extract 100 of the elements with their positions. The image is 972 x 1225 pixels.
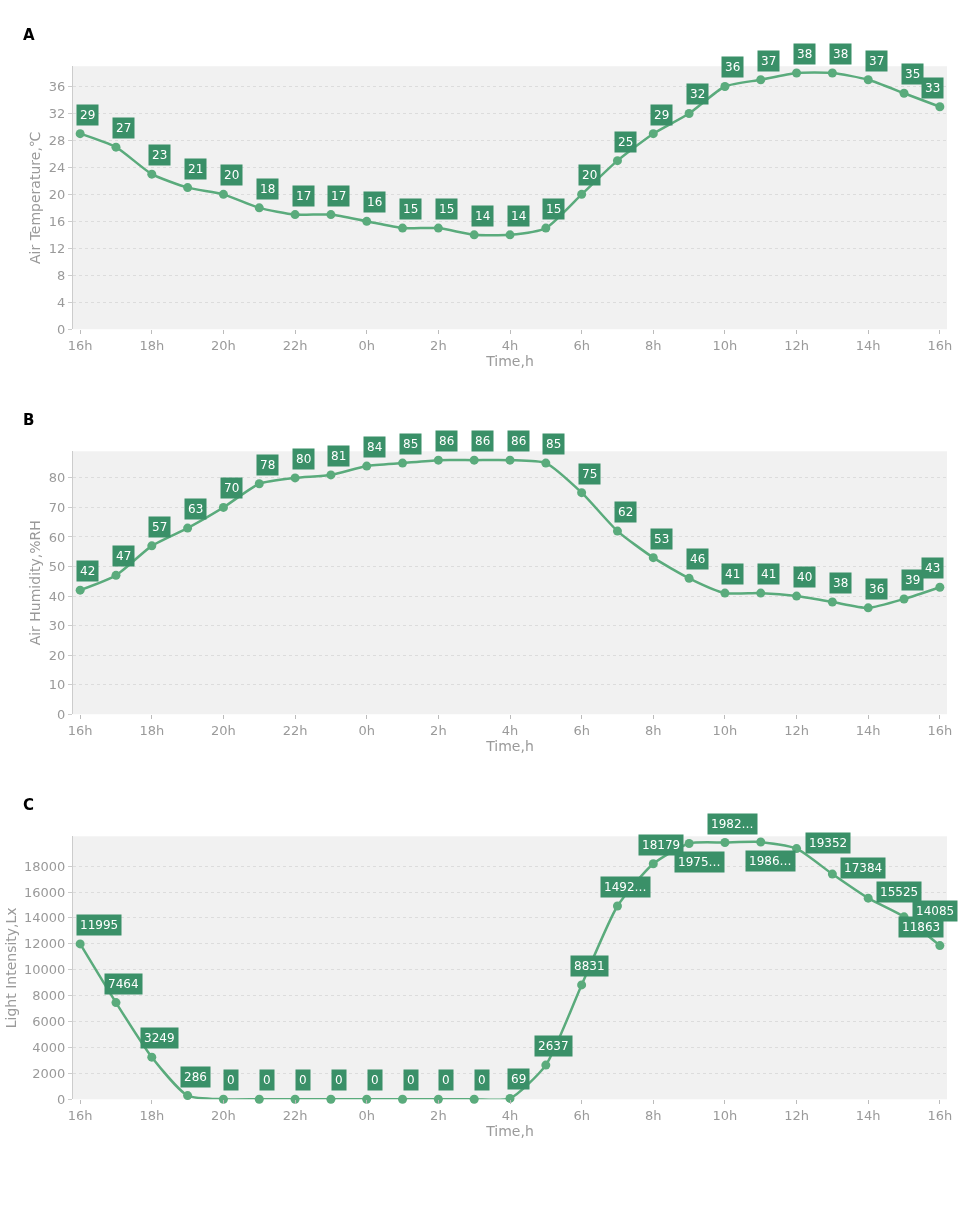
y-axis-title: Light Intensity,Lx: [2, 907, 19, 1029]
point: [899, 88, 909, 98]
point: [612, 526, 622, 536]
data-label: 62: [618, 505, 634, 519]
point: [326, 210, 336, 220]
point: [147, 169, 157, 179]
data-label: 32: [690, 87, 706, 101]
data-label: 43: [925, 561, 941, 575]
point: [720, 588, 730, 598]
x-tick-label: 14h: [855, 722, 881, 738]
point: [505, 455, 515, 465]
point: [720, 81, 730, 91]
x-tick-label: 12h: [784, 722, 809, 738]
y-tick-label: 40: [48, 588, 66, 604]
data-label: 33: [925, 81, 941, 95]
y-axis-title: Air Humidity,%RH: [27, 520, 44, 646]
data-label: 27: [116, 121, 132, 135]
point: [183, 183, 193, 193]
data-label: 40: [797, 570, 813, 584]
chart-title: C: [23, 796, 35, 814]
data-label: 0: [263, 1073, 271, 1087]
point: [75, 939, 85, 949]
y-tick-label: 20: [48, 186, 66, 202]
point: [254, 203, 264, 213]
x-tick-label: 2h: [430, 722, 447, 738]
data-label: 16: [367, 195, 383, 209]
x-tick-label: 10h: [712, 337, 738, 353]
point: [111, 998, 121, 1008]
y-tick-label: 12: [48, 240, 66, 256]
x-tick-label: 6h: [573, 722, 590, 738]
point: [183, 1091, 193, 1101]
point: [326, 470, 336, 480]
x-tick-label: 10h: [712, 1107, 738, 1123]
data-label: 37: [761, 54, 777, 68]
data-label: 0: [442, 1073, 450, 1087]
point: [792, 68, 802, 78]
data-label: 18: [260, 182, 276, 196]
x-tick-label: 4h: [501, 1107, 519, 1123]
x-tick-label: 0h: [358, 1107, 375, 1123]
y-tick-label: 4: [57, 294, 66, 310]
data-label: 70: [224, 481, 240, 495]
y-tick-label: 50: [48, 559, 66, 575]
y-tick-label: 12000: [24, 936, 66, 952]
data-label: 2637: [538, 1039, 569, 1053]
data-label: 0: [299, 1073, 307, 1087]
point: [505, 230, 515, 240]
data-label: 36: [725, 60, 741, 74]
point: [398, 1094, 408, 1104]
point: [684, 573, 694, 583]
point: [935, 941, 945, 951]
point: [111, 570, 121, 580]
y-tick-label: 70: [48, 499, 66, 515]
data-label: 69: [511, 1072, 527, 1086]
point: [362, 216, 372, 226]
data-label: 39: [905, 573, 921, 587]
data-label: 0: [335, 1073, 343, 1087]
point: [827, 68, 837, 78]
data-label: 53: [654, 532, 670, 546]
point: [648, 859, 658, 869]
point: [254, 479, 264, 489]
point: [935, 102, 945, 112]
point: [541, 458, 551, 468]
x-tick-label: 10h: [712, 722, 738, 738]
y-tick-label: 16000: [24, 884, 66, 900]
chart-title: B: [23, 411, 35, 429]
point: [541, 1060, 551, 1070]
data-label: 286: [184, 1070, 207, 1084]
x-tick-label: 20h: [211, 722, 236, 738]
data-label: 19352: [809, 836, 848, 850]
x-tick-label: 8h: [645, 722, 662, 738]
data-label: 38: [833, 47, 849, 61]
point: [183, 523, 193, 533]
data-label: 14085: [916, 904, 955, 918]
y-tick-label: 10000: [24, 962, 66, 978]
data-label: 81: [331, 449, 347, 463]
data-label: 7464: [108, 977, 139, 991]
y-tick-label: 8: [57, 267, 66, 283]
x-tick-label: 12h: [784, 337, 809, 353]
point: [469, 1094, 479, 1104]
data-label: 15: [403, 202, 419, 216]
point: [612, 901, 622, 911]
x-tick-label: 8h: [645, 337, 662, 353]
point: [827, 597, 837, 607]
point: [398, 223, 408, 233]
point: [863, 75, 873, 85]
data-label: 17: [296, 189, 312, 203]
data-label: 86: [439, 434, 455, 448]
point: [75, 585, 85, 595]
x-tick-label: 16h: [67, 337, 93, 353]
y-tick-label: 20: [48, 647, 66, 663]
x-tick-label: 16h: [927, 1107, 953, 1123]
point: [756, 75, 766, 85]
point: [648, 553, 658, 563]
point: [469, 230, 479, 240]
data-label: 11995: [80, 918, 119, 932]
x-tick-label: 14h: [855, 1107, 881, 1123]
data-label: 75: [582, 467, 598, 481]
data-label: 85: [546, 437, 562, 451]
data-label: 46: [690, 552, 706, 566]
data-label: 11863: [902, 920, 941, 934]
